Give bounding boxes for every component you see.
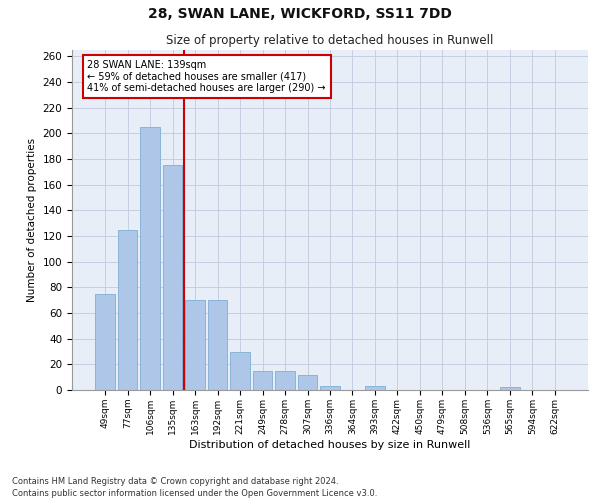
Bar bbox=[230, 352, 250, 390]
Bar bbox=[275, 371, 295, 390]
Text: 28 SWAN LANE: 139sqm
← 59% of detached houses are smaller (417)
41% of semi-deta: 28 SWAN LANE: 139sqm ← 59% of detached h… bbox=[88, 60, 326, 94]
Title: Size of property relative to detached houses in Runwell: Size of property relative to detached ho… bbox=[166, 34, 494, 48]
Bar bbox=[500, 388, 520, 390]
Bar bbox=[365, 386, 385, 390]
X-axis label: Distribution of detached houses by size in Runwell: Distribution of detached houses by size … bbox=[190, 440, 470, 450]
Bar bbox=[118, 230, 137, 390]
Bar bbox=[163, 166, 182, 390]
Bar bbox=[298, 374, 317, 390]
Text: Contains HM Land Registry data © Crown copyright and database right 2024.
Contai: Contains HM Land Registry data © Crown c… bbox=[12, 476, 377, 498]
Bar bbox=[185, 300, 205, 390]
Bar bbox=[140, 127, 160, 390]
Y-axis label: Number of detached properties: Number of detached properties bbox=[27, 138, 37, 302]
Bar bbox=[208, 300, 227, 390]
Bar bbox=[95, 294, 115, 390]
Text: 28, SWAN LANE, WICKFORD, SS11 7DD: 28, SWAN LANE, WICKFORD, SS11 7DD bbox=[148, 8, 452, 22]
Bar bbox=[320, 386, 340, 390]
Bar bbox=[253, 371, 272, 390]
